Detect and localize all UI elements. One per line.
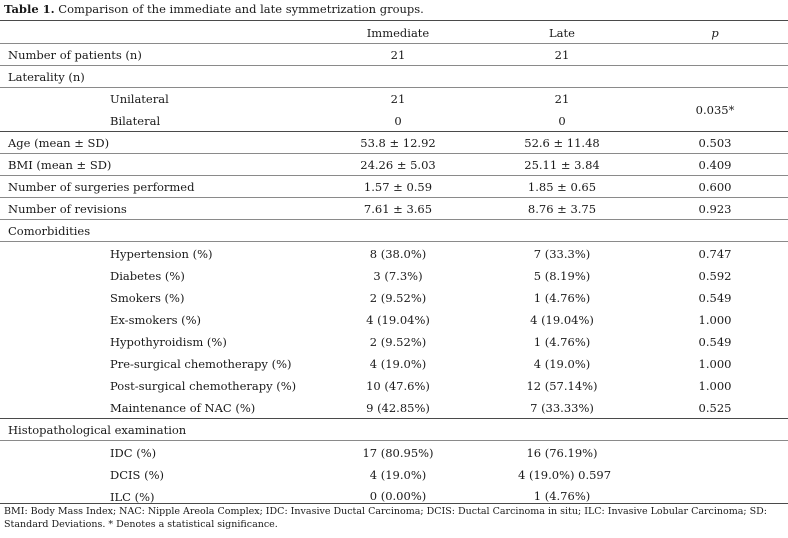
cell-idc-immediate: 17 (80.95%)	[362, 446, 434, 460]
cell-diabetes-immediate: 3 (7.3%)	[373, 269, 423, 283]
table-caption-label: Table 1.	[4, 2, 55, 16]
row-label-ilc: ILC (%)	[110, 490, 155, 504]
section-laterality: Laterality (n)	[8, 70, 85, 84]
cell-surgeries-immediate: 1.57 ± 0.59	[363, 180, 433, 194]
header-immediate: Immediate	[366, 26, 430, 40]
row-label-bmi: BMI (mean ± SD)	[8, 158, 112, 172]
cell-dcis-immediate: 4 (19.0%)	[369, 468, 427, 482]
header-p: p	[711, 26, 719, 40]
rule-laterality	[0, 87, 788, 88]
row-label-dcis: DCIS (%)	[110, 468, 164, 482]
row-label-age: Age (mean ± SD)	[8, 136, 110, 150]
cell-diabetes-late: 5 (8.19%)	[533, 269, 591, 283]
cell-prechemo-immediate: 4 (19.0%)	[369, 357, 427, 371]
row-label-surgeries: Number of surgeries performed	[8, 180, 195, 194]
rule-revisions	[0, 219, 788, 220]
cell-prechemo-late: 4 (19.0%)	[533, 357, 591, 371]
cell-dcis-late: 4 (19.0%) 0.597	[518, 468, 612, 482]
cell-hypothyroidism-late: 1 (4.76%)	[533, 335, 591, 349]
cell-hypertension-late: 7 (33.3%)	[533, 247, 591, 261]
cell-exsmokers-immediate: 4 (19.04%)	[366, 313, 430, 327]
cell-diabetes-p: 0.592	[698, 269, 732, 283]
row-label-smokers: Smokers (%)	[110, 291, 185, 305]
cell-postchemo-immediate: 10 (47.6%)	[366, 379, 430, 393]
cell-ilc-immediate: 0 (0.00%)	[369, 489, 427, 503]
cell-age-late: 52.6 ± 11.48	[524, 136, 600, 150]
row-label-unilateral: Unilateral	[110, 92, 169, 106]
cell-hypertension-p: 0.747	[698, 247, 732, 261]
row-label-bilateral: Bilateral	[110, 114, 161, 128]
cell-bmi-p: 0.409	[698, 158, 732, 172]
table-caption-text: Comparison of the immediate and late sym…	[54, 2, 424, 16]
rule-age	[0, 153, 788, 154]
cell-idc-late: 16 (76.19%)	[526, 446, 598, 460]
row-label-hypertension: Hypertension (%)	[110, 247, 213, 261]
rule-histo	[0, 440, 788, 441]
cell-nac-late: 7 (33.33%)	[530, 401, 594, 415]
cell-prechemo-p: 1.000	[698, 357, 732, 371]
section-histopathology: Histopathological examination	[8, 423, 187, 437]
cell-postchemo-p: 1.000	[698, 379, 732, 393]
row-label-prechemo: Pre-surgical chemotherapy (%)	[110, 357, 292, 371]
row-label-revisions: Number of revisions	[8, 202, 127, 216]
cell-laterality-p: 0.035*	[695, 103, 735, 117]
rule-bottom	[0, 503, 788, 504]
cell-revisions-p: 0.923	[698, 202, 732, 216]
cell-bilateral-late: 0	[558, 114, 566, 128]
cell-smokers-p: 0.549	[698, 291, 732, 305]
rule-comorbidities	[0, 241, 788, 242]
cell-exsmokers-late: 4 (19.04%)	[530, 313, 594, 327]
cell-nac-immediate: 9 (42.85%)	[366, 401, 430, 415]
cell-revisions-immediate: 7.61 ± 3.65	[363, 202, 433, 216]
header-late: Late	[549, 26, 575, 40]
table-caption: Table 1. Comparison of the immediate and…	[4, 2, 424, 16]
row-label-exsmokers: Ex-smokers (%)	[110, 313, 202, 327]
row-label-hypothyroidism: Hypothyroidism (%)	[110, 335, 227, 349]
cell-hypothyroidism-immediate: 2 (9.52%)	[369, 335, 427, 349]
cell-exsmokers-p: 1.000	[698, 313, 732, 327]
cell-revisions-late: 8.76 ± 3.75	[527, 202, 597, 216]
cell-bmi-immediate: 24.26 ± 5.03	[360, 158, 436, 172]
row-label-diabetes: Diabetes (%)	[110, 269, 185, 283]
row-label-idc: IDC (%)	[110, 446, 157, 460]
cell-age-p: 0.503	[698, 136, 732, 150]
rule-laterality-end	[0, 131, 788, 132]
rule-top	[0, 20, 788, 21]
rule-comorbidities-end	[0, 418, 788, 419]
cell-hypertension-immediate: 8 (38.0%)	[369, 247, 427, 261]
cell-bilateral-immediate: 0	[394, 114, 402, 128]
cell-ilc-late: 1 (4.76%)	[533, 489, 591, 503]
row-label-nac: Maintenance of NAC (%)	[110, 401, 256, 415]
cell-unilateral-immediate: 21	[390, 92, 406, 106]
rule-bmi	[0, 175, 788, 176]
table-footnote: BMI: Body Mass Index; NAC: Nipple Areola…	[4, 506, 767, 530]
cell-hypothyroidism-p: 0.549	[698, 335, 732, 349]
cell-smokers-late: 1 (4.76%)	[533, 291, 591, 305]
cell-bmi-late: 25.11 ± 3.84	[524, 158, 600, 172]
row-label-postchemo: Post-surgical chemotherapy (%)	[110, 379, 297, 393]
row-label-patients: Number of patients (n)	[8, 48, 142, 62]
cell-postchemo-late: 12 (57.14%)	[526, 379, 598, 393]
cell-surgeries-late: 1.85 ± 0.65	[527, 180, 597, 194]
cell-surgeries-p: 0.600	[698, 180, 732, 194]
rule-surgeries	[0, 197, 788, 198]
cell-age-immediate: 53.8 ± 12.92	[360, 136, 436, 150]
cell-unilateral-late: 21	[554, 92, 570, 106]
cell-nac-p: 0.525	[698, 401, 732, 415]
rule-header	[0, 43, 788, 44]
cell-smokers-immediate: 2 (9.52%)	[369, 291, 427, 305]
rule-patients	[0, 65, 788, 66]
cell-patients-late: 21	[554, 48, 570, 62]
cell-patients-immediate: 21	[390, 48, 406, 62]
section-comorbidities: Comorbidities	[8, 224, 91, 238]
